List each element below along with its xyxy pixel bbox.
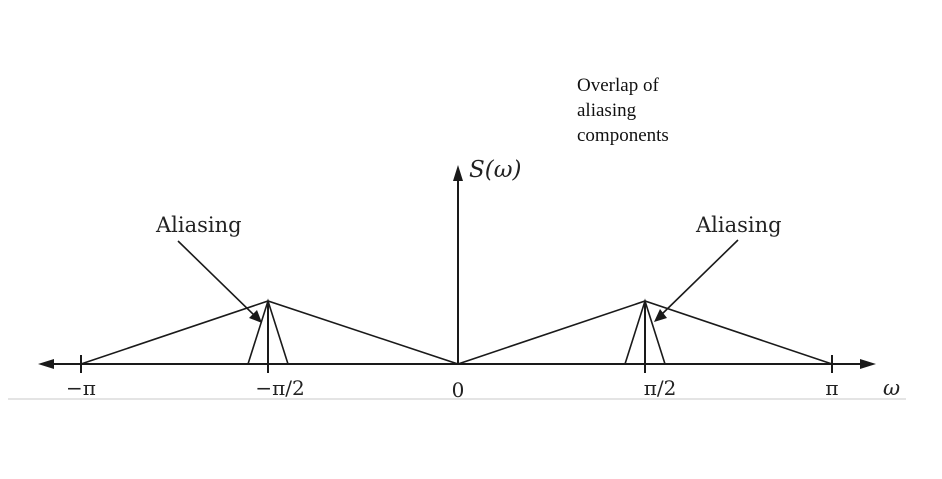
spectrum-curve (80, 300, 833, 365)
tick-label-pi-half: π/2 (644, 376, 677, 400)
tick-label-minus-pi: −π (66, 376, 96, 400)
aliasing-component-left (247, 298, 289, 365)
aliasing-right-arrowhead (654, 309, 667, 322)
aliasing-left-pointer (177, 240, 257, 318)
s-axis-label: S(ω) (469, 157, 521, 183)
aliasing-label-right: Aliasing (695, 213, 782, 237)
omega-axis-right-arrow (860, 359, 876, 369)
s-axis-arrow (453, 165, 463, 181)
aliasing-component-right (624, 298, 666, 365)
omega-axis-label: ω (883, 376, 900, 400)
aliasing-label-left: Aliasing (155, 213, 242, 237)
overlap-annotation: Overlap of aliasing components (577, 75, 669, 146)
tick-label-zero: 0 (452, 378, 465, 402)
aliasing-left-arrowhead (249, 310, 262, 323)
omega-axis-left-arrow (38, 359, 54, 369)
tick-label-minus-pi-half: −π/2 (255, 376, 304, 400)
tick-label-pi: π (825, 376, 838, 400)
aliasing-right-pointer (659, 239, 739, 317)
